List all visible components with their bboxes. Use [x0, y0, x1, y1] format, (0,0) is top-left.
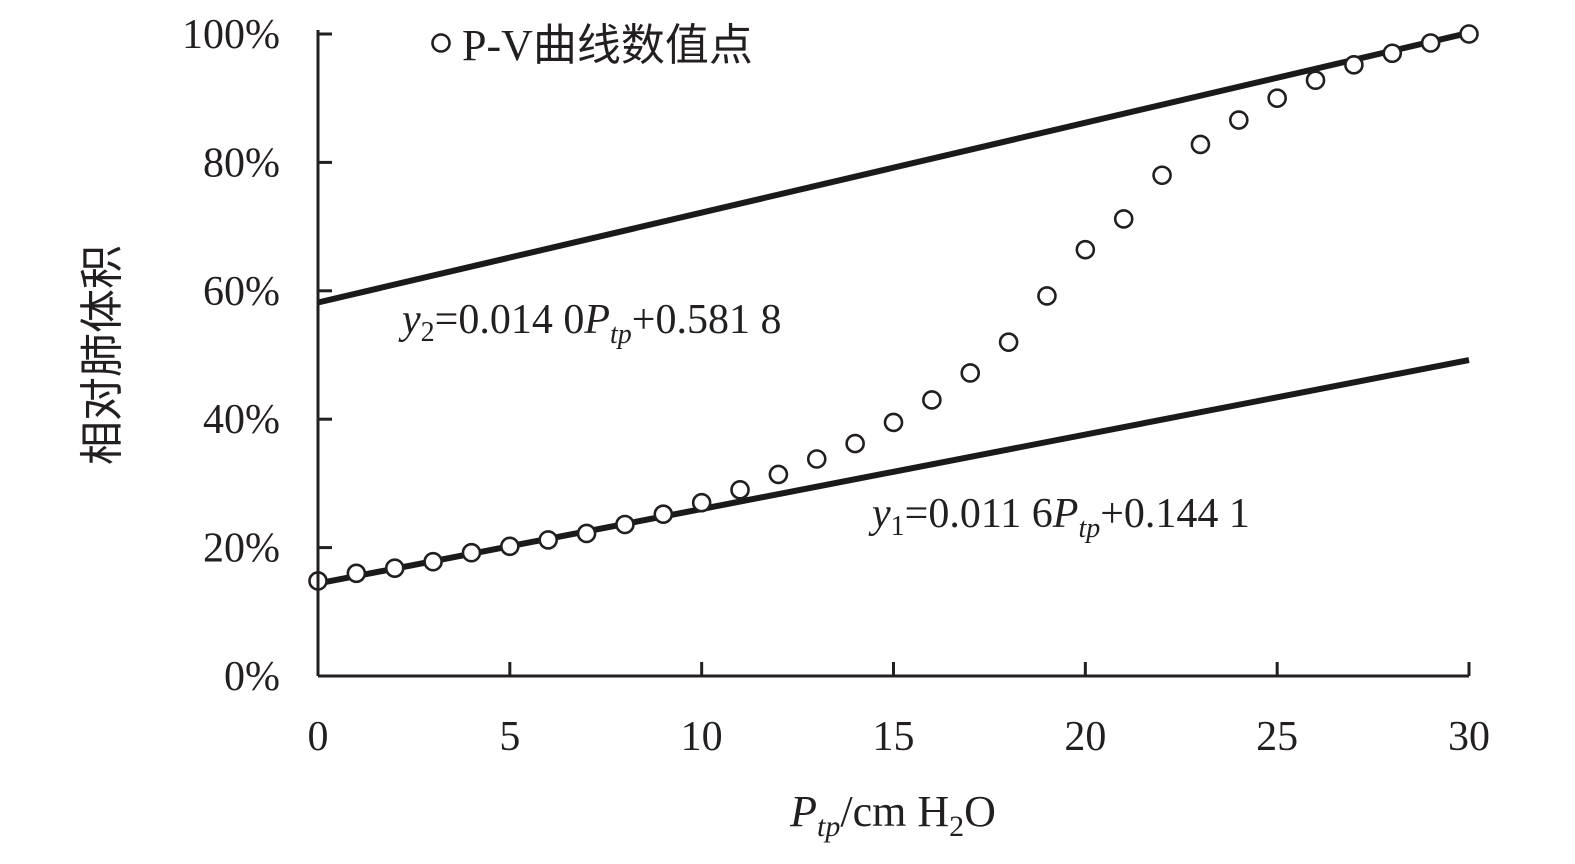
data-point [1344, 55, 1364, 75]
eq-y1-sub: 1 [891, 511, 905, 542]
y-tick-label: 80% [203, 140, 280, 186]
data-point [1420, 33, 1441, 53]
y-tick-label: 100% [182, 12, 280, 58]
eq-y2-p: P [583, 297, 610, 343]
eq-y2-coef: =0.014 0 [435, 297, 585, 343]
data-point [576, 523, 597, 544]
y-axis-title: 相对肺体积 [78, 245, 127, 465]
data-point [1075, 239, 1096, 260]
y-axis-ticks: 0% 20% 40% 60% 80% 100% [182, 12, 332, 700]
x-tick-label: 25 [1256, 714, 1298, 760]
data-point [653, 504, 674, 525]
data-point [1267, 88, 1287, 108]
data-point [1152, 165, 1172, 186]
data-point [845, 433, 865, 454]
x-tick-label: 20 [1064, 714, 1106, 760]
eq-y1-intercept: +0.144 1 [1100, 491, 1250, 537]
x-axis-title: Ptp/cm H2O [789, 787, 996, 843]
data-points [308, 24, 1479, 591]
eq-y2-psub: tp [610, 319, 632, 350]
data-point [1305, 70, 1326, 91]
y-tick-label: 40% [203, 397, 280, 443]
x-tick-label: 30 [1448, 714, 1490, 760]
data-point [922, 390, 942, 410]
fit-equation-y2: y2=0.014 0Ptp+0.581 8 [398, 297, 781, 350]
data-point [461, 542, 482, 563]
eq-y2-intercept: +0.581 8 [632, 297, 782, 343]
x-title-unit: /cm H [840, 787, 949, 836]
y-tick-label: 0% [224, 654, 280, 700]
data-point [960, 363, 981, 383]
x-tick-label: 10 [681, 714, 723, 760]
eq-y2-sub: 2 [421, 317, 435, 348]
x-tick-label: 15 [873, 714, 915, 760]
legend-label: P-V曲线数值点 [462, 21, 753, 70]
y-tick-label: 60% [203, 269, 280, 315]
data-point [500, 536, 520, 557]
data-point [423, 551, 443, 572]
data-point [615, 514, 635, 535]
data-point [1229, 110, 1249, 130]
data-point [883, 412, 904, 433]
data-point [384, 558, 405, 578]
fit-equation-y1: y1=0.011 6Ptp+0.144 1 [868, 491, 1250, 544]
eq-y2-var: y [398, 297, 421, 343]
data-point [998, 332, 1019, 352]
data-point [806, 449, 827, 469]
x-axis-ticks: 0 5 10 15 20 25 30 [308, 662, 1490, 760]
eq-y1-coef: =0.011 6 [905, 491, 1053, 537]
x-tick-label: 5 [499, 714, 520, 760]
x-title-unit-end: O [964, 787, 996, 836]
data-point [691, 492, 712, 513]
data-point [768, 464, 789, 485]
fit-line-y2 [317, 29, 1470, 306]
x-title-p: P [789, 787, 817, 836]
data-point [1190, 134, 1211, 155]
eq-y1-psub: tp [1078, 513, 1100, 544]
data-point [1459, 24, 1479, 44]
x-title-p-sub: tp [817, 810, 840, 843]
data-point [1113, 209, 1134, 229]
fit-line-y1 [317, 357, 1470, 587]
data-point [1037, 286, 1057, 306]
data-point [346, 563, 367, 584]
axes [316, 30, 1469, 678]
x-title-h-sub: 2 [949, 810, 964, 843]
legend: P-V曲线数值点 [431, 21, 753, 70]
data-point [730, 480, 750, 500]
eq-y1-var: y [868, 491, 891, 537]
eq-y1-p: P [1052, 491, 1079, 537]
data-point [1382, 43, 1403, 64]
x-tick-label: 0 [308, 714, 329, 760]
data-point [538, 530, 559, 550]
y-tick-label: 20% [203, 526, 280, 572]
legend-marker-circle [431, 33, 451, 53]
